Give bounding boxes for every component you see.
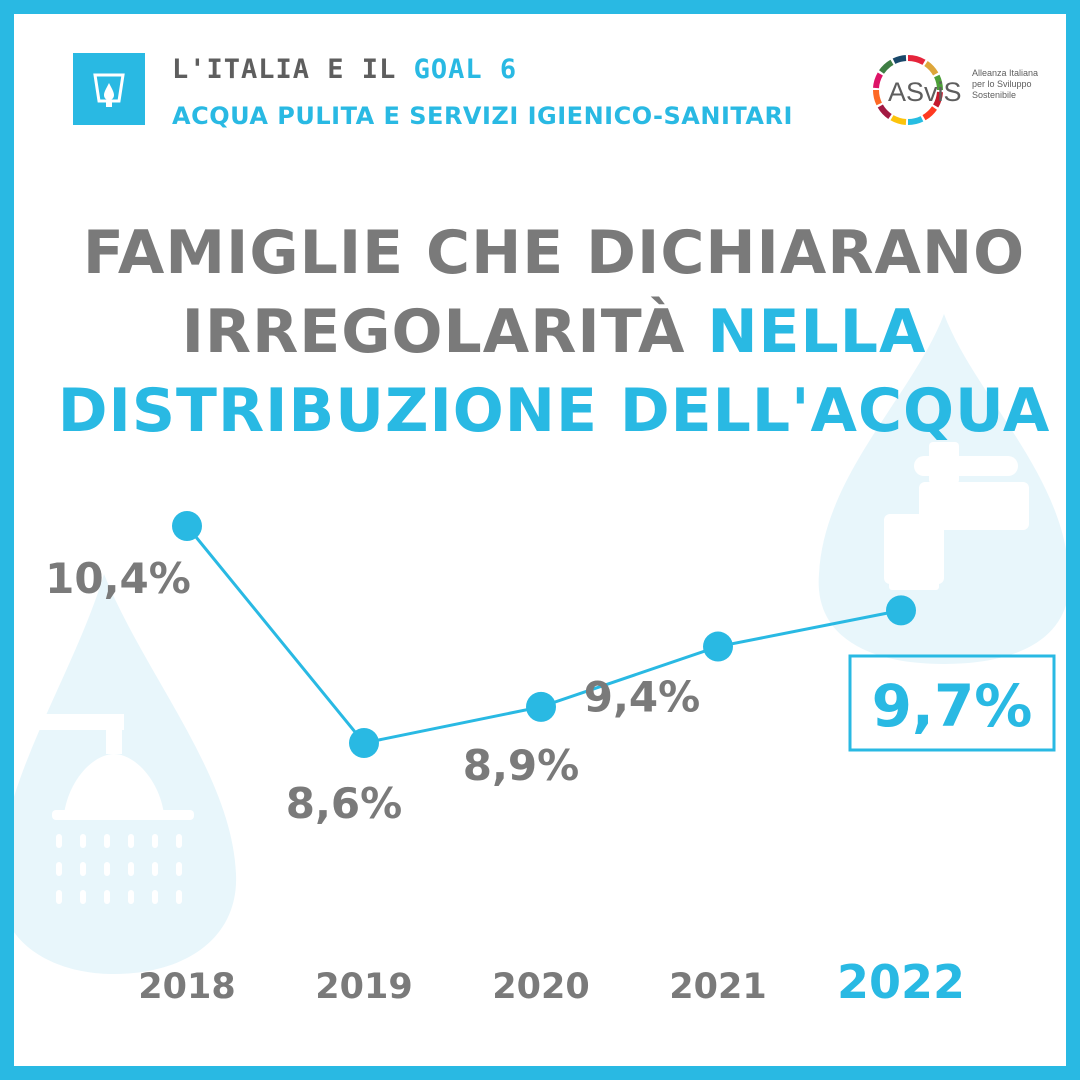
data-point <box>886 595 916 626</box>
x-tick-label: 2018 <box>138 967 235 1007</box>
data-point <box>349 728 379 758</box>
header-goal-subtitle: ACQUA PULITA E SERVIZI IGIENICO-SANITARI <box>172 102 793 130</box>
data-label: 9,4% <box>584 673 700 722</box>
goal-6-tile <box>73 53 145 125</box>
chart-title: FAMIGLIE CHE DICHIARANO IRREGOLARITÀ NEL… <box>14 214 1066 451</box>
x-tick-label: 2021 <box>669 967 766 1007</box>
background-decoration <box>14 314 1066 974</box>
logo-tagline-2: per lo Sviluppo <box>972 79 1032 89</box>
x-tick-label: 2019 <box>315 967 412 1007</box>
logo-tagline-1: Alleanza Italiana <box>972 68 1038 78</box>
data-point <box>703 631 733 662</box>
water-goal-icon <box>93 73 125 107</box>
data-label: 8,9% <box>463 741 579 790</box>
shower-drop-icon <box>14 574 237 974</box>
asvis-logo: ASviS Alleanza Italiana per lo Sviluppo … <box>872 55 1038 126</box>
highlight-box <box>848 654 1056 752</box>
sdg-wheel-icon <box>872 55 944 126</box>
header-goal-label: GOAL 6 <box>413 54 518 85</box>
data-label-highlight: 9,7% <box>872 672 1033 740</box>
x-tick-label: 2022 <box>837 955 965 1009</box>
title-highlight-1: NELLA <box>707 297 927 367</box>
header-prefix: L'ITALIA E IL <box>172 54 414 85</box>
x-tick-label: 2020 <box>492 967 589 1007</box>
data-point <box>172 511 202 541</box>
data-point <box>526 691 556 722</box>
title-line-3: DISTRIBUZIONE DELL'ACQUA <box>57 376 1051 446</box>
faucet-drop-icon <box>818 314 1066 664</box>
logo-tagline-3: Sostenibile <box>972 90 1016 100</box>
title-line-1: FAMIGLIE CHE DICHIARANO <box>82 218 1026 288</box>
line-chart: 10,4% 8,6% 8,9%9,4% 9,7% 2018 2019 2020 2021 202… <box>45 511 1056 1009</box>
logo-text: ASviS <box>888 77 962 107</box>
data-label: 10,4% <box>45 554 191 603</box>
title-line-2: IRREGOLARITÀ NELLA <box>14 293 1066 372</box>
title-part-2: IRREGOLARITÀ <box>181 297 708 367</box>
data-label: 8,6% <box>286 779 402 828</box>
header-goal-line: L'ITALIA E IL GOAL 6 <box>172 54 517 85</box>
